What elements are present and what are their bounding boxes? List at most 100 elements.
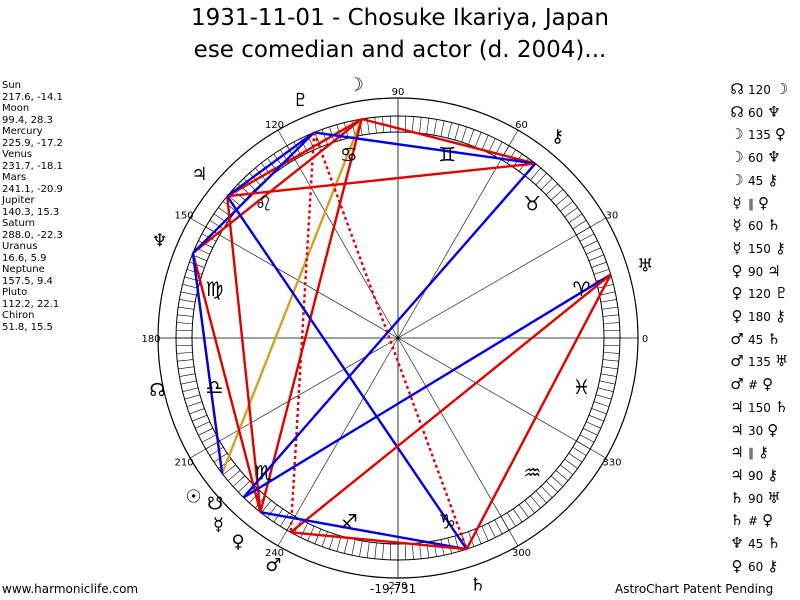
degree-tick bbox=[209, 446, 224, 456]
degree-tick bbox=[389, 116, 392, 133]
degree-tick bbox=[512, 508, 523, 523]
degree-tick bbox=[603, 329, 620, 332]
aspect-angle: 60 bbox=[748, 219, 764, 234]
degree-tick bbox=[603, 352, 620, 354]
footer-patent: AstroChart Patent Pending bbox=[615, 582, 774, 596]
degree-tick bbox=[178, 366, 195, 370]
aspect-angle: 90 bbox=[748, 264, 764, 279]
aspect-angle: 135 bbox=[748, 355, 771, 370]
aspect-planet1-glyph: ♃ bbox=[730, 420, 744, 439]
aspect-line bbox=[226, 195, 468, 550]
degree-tick bbox=[597, 387, 614, 392]
degree-tick bbox=[599, 380, 616, 385]
degree-tick bbox=[176, 329, 193, 332]
planet-coords-sun: 217.6, -14.1 bbox=[2, 91, 63, 103]
degree-tick bbox=[568, 213, 583, 224]
degree-label: 180 bbox=[141, 334, 160, 345]
spoke-line bbox=[277, 337, 399, 546]
aspect-angle: ∥ bbox=[748, 446, 754, 461]
aspect-planet2-glyph: ⚷ bbox=[774, 307, 786, 325]
planet-glyph-moon: ☽ bbox=[348, 74, 364, 95]
planet-glyph-chiron: ⚷ bbox=[551, 126, 564, 147]
aspect-row: ☽ 60 ♆ bbox=[728, 148, 780, 166]
degree-label: 30 bbox=[606, 211, 619, 222]
aspect-planet2-glyph: ⚷ bbox=[767, 556, 779, 575]
aspect-angle: # bbox=[748, 514, 759, 529]
aspect-planet2-glyph: ♀ bbox=[762, 511, 774, 530]
degree-label: 60 bbox=[515, 120, 528, 131]
aspect-planet2-glyph: ⚷ bbox=[758, 443, 769, 462]
degree-tick bbox=[540, 178, 553, 191]
aspect-angle: 120 bbox=[748, 83, 771, 97]
aspect-planet2-glyph: ⚷ bbox=[767, 465, 779, 484]
degree-tick bbox=[524, 500, 535, 514]
planet-name-chiron: Chiron bbox=[2, 310, 35, 321]
planet-coords-venus: 231.7, -18.1 bbox=[2, 160, 63, 172]
planet-coords-neptune: 157.5, 9.4 bbox=[2, 275, 53, 287]
aspect-angle: 30 bbox=[748, 423, 764, 438]
degree-tick bbox=[179, 299, 196, 303]
aspect-row: ♃ 150 ♄ bbox=[728, 398, 788, 416]
degree-tick bbox=[579, 434, 595, 443]
aspect-planet2-glyph: ♇ bbox=[774, 284, 789, 303]
planet-glyph-pluto: ♇ bbox=[292, 90, 308, 111]
aspect-planet1-glyph: ☿ bbox=[732, 193, 742, 212]
degree-tick bbox=[593, 401, 610, 407]
planet-coords-chiron: 51.8, 15.5 bbox=[2, 321, 53, 333]
sign-glyph: ♓ bbox=[573, 375, 591, 399]
degree-tick bbox=[374, 117, 377, 134]
aspect-angle: 45 bbox=[748, 537, 764, 551]
aspect-planet1-glyph: ♀ bbox=[731, 284, 743, 303]
sign-glyph: ♋ bbox=[340, 142, 358, 166]
degree-tick bbox=[267, 504, 278, 518]
degree-tick bbox=[454, 124, 460, 141]
degree-tick bbox=[488, 523, 496, 538]
degree-tick bbox=[389, 543, 392, 560]
degree-tick bbox=[481, 526, 489, 541]
footer-website: www.harmoniclife.com bbox=[2, 582, 139, 596]
degree-tick bbox=[227, 470, 241, 481]
aspect-planet1-glyph: ♄ bbox=[730, 511, 744, 530]
aspect-angle: 180 bbox=[748, 310, 771, 324]
planet-coords-uranus: 16.6, 5.9 bbox=[2, 252, 47, 264]
degree-label: 300 bbox=[512, 548, 531, 559]
sign-glyph: ♌ bbox=[255, 192, 273, 216]
degree-tick bbox=[579, 233, 595, 242]
degree-tick bbox=[603, 322, 620, 324]
degree-tick bbox=[560, 201, 574, 212]
degree-tick bbox=[344, 537, 349, 554]
aspect-planet2-glyph: ♆ bbox=[767, 102, 781, 121]
planet-coords-pluto: 112.2, 22.1 bbox=[2, 298, 60, 310]
degree-tick bbox=[426, 118, 430, 135]
degree-label: 330 bbox=[602, 458, 621, 469]
planet-glyph-neptune: ♆ bbox=[152, 230, 168, 251]
planet-coords-jupiter: 140.3, 15.3 bbox=[2, 206, 60, 218]
degree-tick bbox=[447, 122, 452, 139]
aspect-row: ♄ 90 ♅ bbox=[728, 489, 780, 507]
aspect-row: ♃ 90 ⚷ bbox=[728, 466, 778, 484]
aspect-line bbox=[361, 117, 536, 165]
aspect-row: ☊ 60 ♆ bbox=[728, 102, 781, 121]
sign-glyph: ♐ bbox=[340, 510, 358, 534]
aspect-angle: # bbox=[748, 378, 759, 393]
degree-tick bbox=[261, 500, 272, 514]
aspect-line bbox=[260, 511, 467, 551]
aspect-planet2-glyph: ♀ bbox=[758, 193, 769, 212]
node-glyph: ☋ bbox=[207, 494, 223, 515]
aspect-row: ♂ 135 ♅ bbox=[728, 352, 788, 370]
aspect-row: ☽ 135 ♀ bbox=[728, 125, 786, 143]
degree-tick bbox=[564, 207, 578, 218]
aspect-planet1-glyph: ☊ bbox=[730, 102, 744, 121]
aspect-planet1-glyph: ☽ bbox=[730, 125, 744, 144]
spoke-line bbox=[397, 337, 606, 459]
aspect-angle: 60 bbox=[748, 151, 764, 166]
degree-tick bbox=[572, 220, 587, 230]
aspect-row: ☿ 150 ⚷ bbox=[728, 239, 786, 257]
aspect-line bbox=[290, 531, 467, 551]
degree-tick bbox=[603, 344, 620, 347]
degree-tick bbox=[177, 314, 194, 317]
spoke-line bbox=[397, 337, 519, 546]
degree-label: 210 bbox=[175, 458, 194, 469]
degree-tick bbox=[494, 519, 503, 535]
degree-tick bbox=[595, 394, 612, 400]
